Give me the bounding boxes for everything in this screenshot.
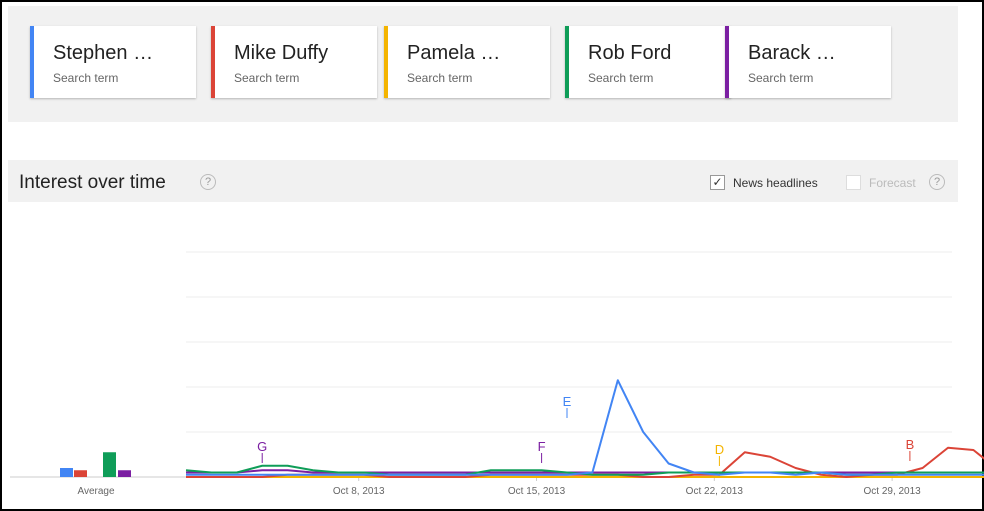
term-name: Pamela …	[407, 42, 501, 64]
help-icon[interactable]: ?	[200, 174, 216, 190]
average-bar	[74, 470, 87, 477]
term-color-bar	[211, 26, 215, 98]
annotation-label: D	[715, 442, 724, 457]
x-tick-label: Oct 8, 2013	[333, 486, 385, 497]
series-line	[186, 379, 984, 476]
term-name: Mike Duffy	[234, 42, 329, 64]
average-label: Average	[77, 486, 115, 497]
term-subtitle: Search term	[588, 71, 654, 85]
x-tick-label: Oct 29, 2013	[863, 486, 921, 497]
term-subtitle: Search term	[53, 71, 119, 85]
search-term-card[interactable]: Stephen … Search term	[30, 26, 196, 98]
forecast-label: Forecast	[869, 176, 916, 190]
x-tick-label: Oct 22, 2013	[686, 486, 744, 497]
term-name: Rob Ford	[588, 42, 672, 64]
term-subtitle: Search term	[234, 71, 300, 85]
news-headlines-checkbox[interactable]: ✓	[710, 175, 725, 190]
search-term-card[interactable]: Barack … Search term	[725, 26, 891, 98]
average-bar	[60, 468, 73, 477]
average-bar	[118, 470, 131, 477]
term-name: Stephen …	[53, 42, 154, 64]
annotation-label: B	[906, 437, 915, 452]
term-color-bar	[725, 26, 729, 98]
search-term-card[interactable]: Rob Ford Search term	[565, 26, 731, 98]
term-color-bar	[384, 26, 388, 98]
term-subtitle: Search term	[748, 71, 814, 85]
search-term-card[interactable]: Pamela … Search term	[384, 26, 550, 98]
search-term-card[interactable]: Mike Duffy Search term	[211, 26, 377, 98]
term-color-bar	[565, 26, 569, 98]
annotation-label: G	[257, 439, 267, 454]
section-title: Interest over time	[19, 172, 166, 193]
term-color-bar	[30, 26, 34, 98]
interest-over-time-header: Interest over time ? ✓ News headlines Fo…	[8, 160, 958, 202]
news-headlines-label[interactable]: News headlines	[733, 176, 818, 190]
annotation-label: E	[563, 394, 572, 409]
forecast-help-icon[interactable]: ?	[929, 174, 945, 190]
term-name: Barack …	[748, 42, 836, 64]
series-line	[185, 464, 984, 476]
term-subtitle: Search term	[407, 71, 473, 85]
forecast-checkbox	[846, 175, 861, 190]
annotation-label: F	[538, 439, 546, 454]
average-bar	[103, 452, 116, 477]
x-tick-label: Oct 15, 2013	[508, 486, 566, 497]
